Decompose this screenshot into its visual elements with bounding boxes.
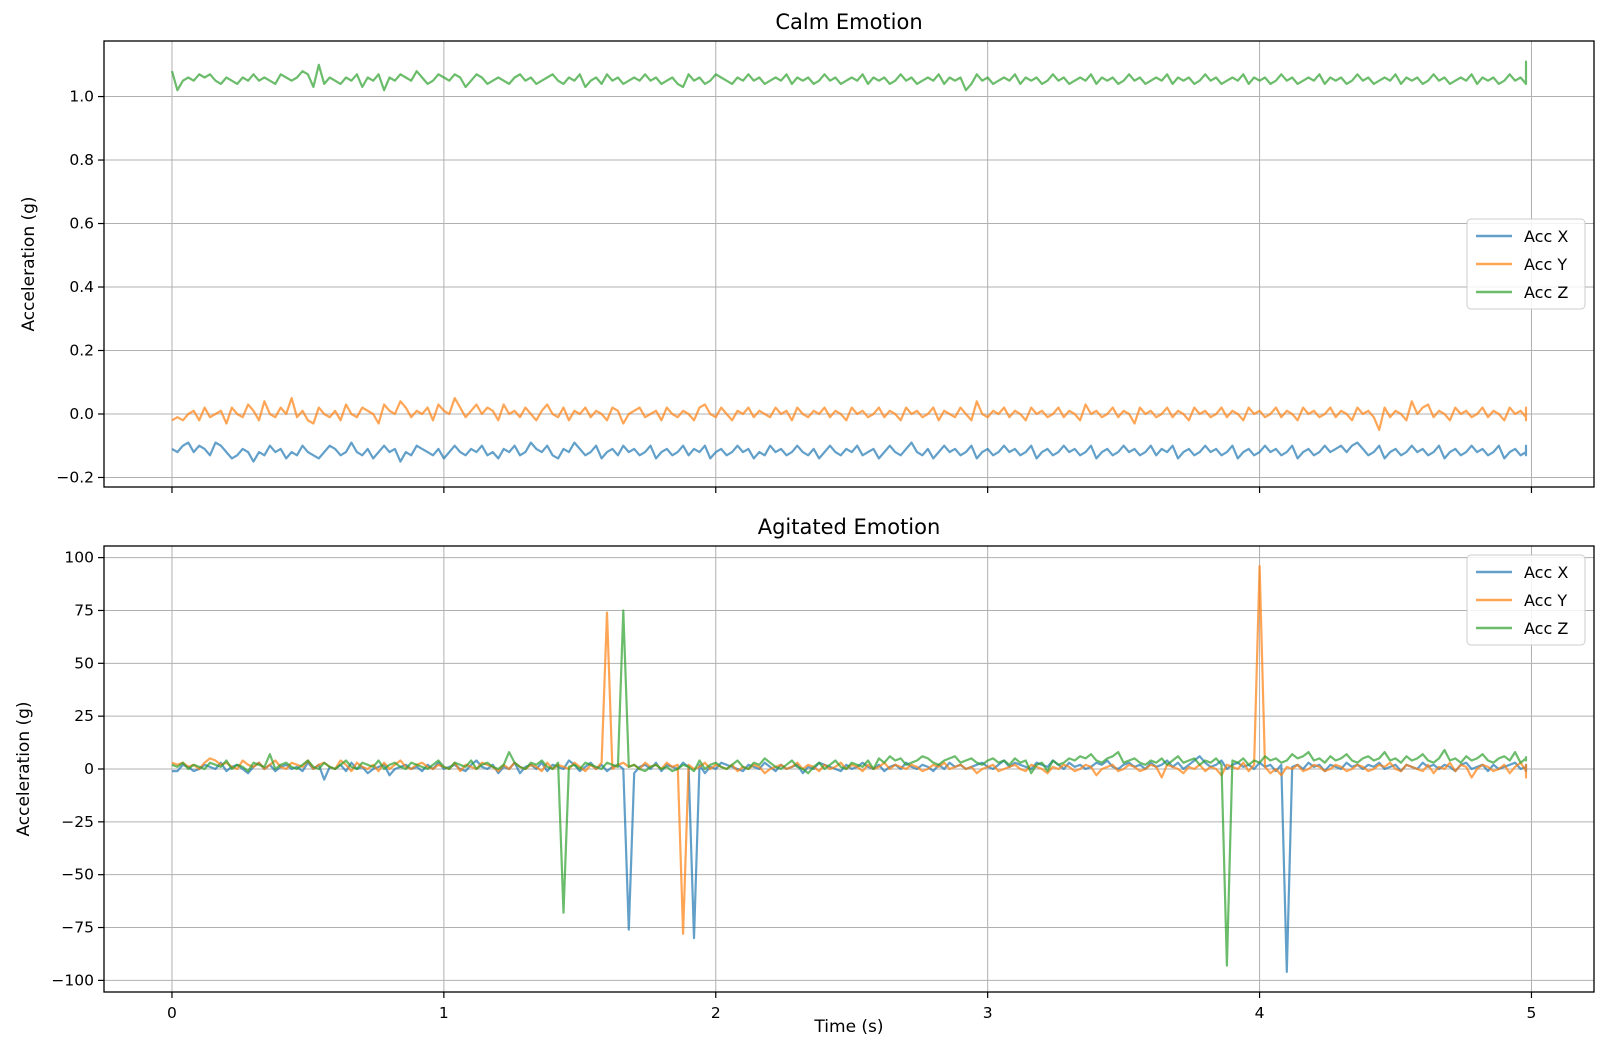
calm-ylabel: Acceleration (g): [19, 196, 39, 331]
agitated-ytick-label-8: 100: [64, 549, 94, 567]
agitated-xtick-label-5: 5: [1527, 1004, 1537, 1022]
agitated-title: Agitated Emotion: [758, 515, 941, 539]
agitated-legend: Acc X Acc Y Acc Z: [1466, 554, 1586, 646]
calm-ytick-label-1: 0.0: [69, 405, 94, 423]
agitated-ytick-label-5: 25: [74, 707, 94, 725]
agitated-ytick-label-2: −50: [61, 866, 94, 884]
calm-legend-box: [1466, 218, 1586, 310]
agitated-xtick-label-1: 1: [439, 1004, 449, 1022]
calm-legend-label-0: Acc X: [1524, 227, 1568, 246]
agitated-series-line-acc-z: [171, 609, 1528, 967]
calm-series: [170, 60, 1528, 463]
agitated-ytick-label-6: 50: [74, 654, 94, 672]
calm-series-line-acc-y: [171, 397, 1528, 431]
agitated-panel: 0 1 2 3 4 5 −100 −75 −50 −25 0 25 50 75 100 Agitated E…: [14, 515, 1595, 1037]
agitated-ytick-label-0: −100: [51, 971, 94, 989]
agitated-legend-label-0: Acc X: [1524, 563, 1568, 582]
agitated-series: [171, 564, 1528, 974]
agitated-ticks: 0 1 2 3 4 5 −100 −75 −50 −25 0 25 50 75 100: [51, 549, 1536, 1022]
agitated-ylabel: Acceleration (g): [14, 701, 34, 836]
calm-ytick-label-2: 0.2: [69, 342, 94, 360]
calm-plot-area: [104, 41, 1594, 487]
agitated-ytick-label-1: −75: [61, 919, 94, 937]
agitated-ytick-label-7: 75: [74, 601, 94, 619]
calm-legend-label-1: Acc Y: [1524, 255, 1567, 274]
agitated-xtick-label-2: 2: [711, 1004, 721, 1022]
agitated-xtick-label-0: 0: [167, 1004, 177, 1022]
agitated-ytick-label-3: −25: [61, 813, 94, 831]
agitated-ytick-label-4: 0: [84, 760, 94, 778]
calm-ytick-label-0: −0.2: [56, 468, 94, 486]
calm-legend-label-2: Acc Z: [1524, 283, 1568, 302]
calm-ticks: −0.2 0.0 0.2 0.4 0.6 0.8 1.0: [56, 88, 1533, 493]
calm-ytick-label-3: 0.4: [69, 278, 94, 296]
agitated-legend-label-1: Acc Y: [1524, 591, 1567, 610]
calm-ytick-label-6: 1.0: [69, 88, 94, 106]
calm-panel: −0.2 0.0 0.2 0.4 0.6 0.8 1.0 Calm Emotion Acce…: [19, 10, 1595, 493]
agitated-xtick-label-4: 4: [1255, 1004, 1265, 1022]
agitated-series-line-acc-y: [171, 564, 1528, 936]
calm-title: Calm Emotion: [775, 10, 922, 34]
calm-series-line-acc-z: [170, 60, 1528, 92]
agitated-legend-box: [1466, 554, 1586, 646]
agitated-xlabel: Time (s): [813, 1017, 883, 1037]
calm-plot-frame: [103, 40, 1595, 488]
agitated-legend-label-2: Acc Z: [1524, 619, 1568, 638]
calm-ytick-label-4: 0.6: [69, 215, 94, 233]
calm-legend: Acc X Acc Y Acc Z: [1466, 218, 1586, 310]
calm-series-line-acc-x: [171, 441, 1528, 463]
agitated-xtick-label-3: 3: [983, 1004, 993, 1022]
calm-ytick-label-5: 0.8: [69, 151, 94, 169]
